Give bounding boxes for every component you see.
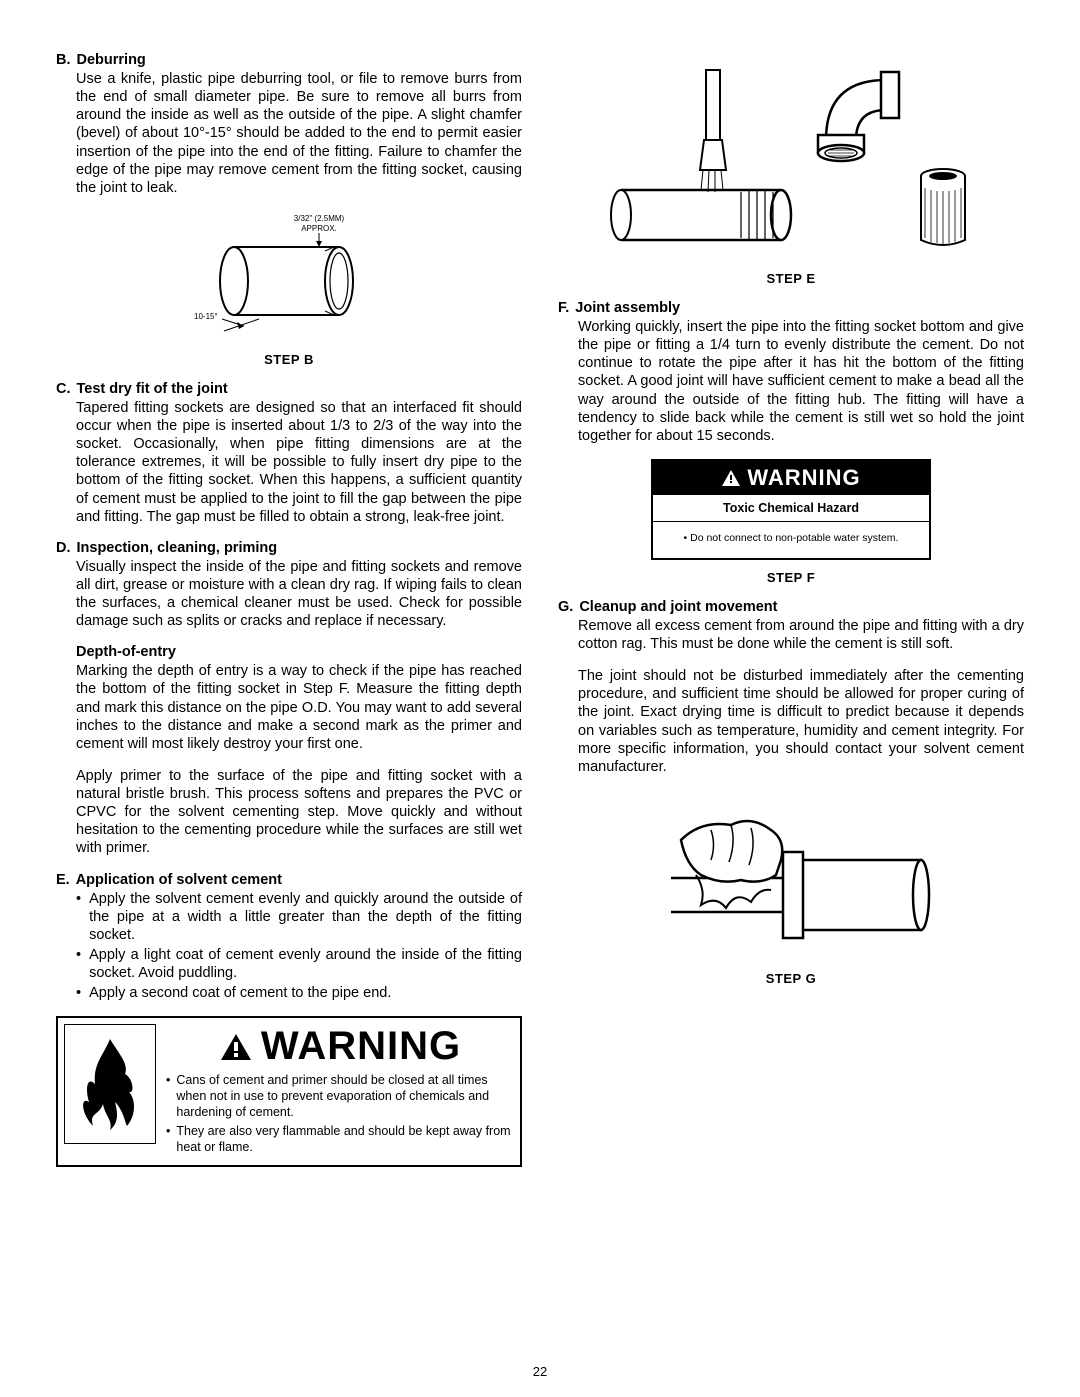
bullet-dot-icon: • [76,946,81,982]
section-c-heading: C. Test dry fit of the joint [56,381,522,397]
warning-small-header: WARNING [653,461,929,495]
section-title: Joint assembly [575,300,1024,316]
warning-flammable-box: WARNING •Cans of cement and primer shoul… [56,1016,522,1167]
section-b-text: Use a knife, plastic pipe deburring tool… [76,70,522,197]
bullet-dot-icon: • [166,1073,170,1120]
warning-small-title: WARNING [747,465,860,491]
section-g-p2: The joint should not be disturbed immedi… [578,667,1024,776]
bullet-item: •They are also very flammable and should… [166,1124,514,1155]
bullet-text: Apply a second coat of cement to the pip… [89,984,391,1002]
depth-p1: Marking the depth of entry is a way to c… [76,662,522,753]
bullet-text: Cans of cement and primer should be clos… [176,1073,514,1120]
figure-step-g: STEP G [558,790,1024,986]
warning-title: WARNING [261,1024,461,1069]
section-e-bullets: •Apply the solvent cement evenly and qui… [76,890,522,1003]
section-letter: E. [56,872,70,888]
page-container: B. Deburring Use a knife, plastic pipe d… [0,0,1080,1197]
section-b-heading: B. Deburring [56,52,522,68]
warning-content: WARNING •Cans of cement and primer shoul… [166,1024,514,1159]
warning-triangle-icon [721,469,741,487]
bullet-text: They are also very flammable and should … [176,1124,514,1155]
section-letter: F. [558,300,569,316]
step-f-label: STEP F [558,570,1024,585]
section-title: Inspection, cleaning, priming [77,540,523,556]
section-letter: G. [558,599,573,615]
section-title: Deburring [77,52,523,68]
left-column: B. Deburring Use a knife, plastic pipe d… [56,52,522,1167]
warning-small-body: • Do not connect to non-potable water sy… [653,522,929,558]
section-e-heading: E. Application of solvent cement [56,872,522,888]
section-letter: C. [56,381,71,397]
warning-toxic-box: WARNING Toxic Chemical Hazard • Do not c… [651,459,931,560]
section-d-text: Visually inspect the inside of the pipe … [76,558,522,631]
depth-heading: Depth-of-entry [76,644,522,660]
cement-application-diagram [601,60,981,260]
bullet-dot-icon: • [76,984,81,1002]
flame-icon-cell [64,1024,156,1144]
section-letter: B. [56,52,71,68]
depth-p2: Apply primer to the surface of the pipe … [76,767,522,858]
bullet-item: • Apply a second coat of cement to the pi… [76,984,522,1002]
bullet-item: •Cans of cement and primer should be clo… [166,1073,514,1120]
bullet-text: Apply the solvent cement evenly and quic… [89,890,522,944]
section-c-text: Tapered fitting sockets are designed so … [76,399,522,526]
bullet-item: •Apply a light coat of cement evenly aro… [76,946,522,982]
warning-triangle-icon [219,1032,253,1062]
bullet-text: Apply a light coat of cement evenly arou… [89,946,522,982]
flame-icon [75,1034,145,1134]
step-e-label: STEP E [558,271,1024,286]
pipe-chamfer-diagram: 3/32" (2.5MM) APPROX. 10-15° [184,211,394,341]
warning-small-bullet: Do not connect to non-potable water syst… [690,532,898,544]
warning-small-subtitle: Toxic Chemical Hazard [653,495,929,522]
section-f-heading: F. Joint assembly [558,300,1024,316]
section-d-heading: D. Inspection, cleaning, priming [56,540,522,556]
section-f-text: Working quickly, insert the pipe into th… [578,318,1024,445]
fig-b-top-caption2: APPROX. [301,224,337,233]
page-number: 22 [0,1364,1080,1379]
section-g-p1: Remove all excess cement from around the… [578,617,1024,653]
section-g-heading: G. Cleanup and joint movement [558,599,1024,615]
section-title: Application of solvent cement [76,872,522,888]
fig-b-angle-label: 10-15° [194,312,218,321]
warning-header: WARNING [166,1024,514,1069]
section-title: Test dry fit of the joint [77,381,523,397]
step-b-label: STEP B [56,352,522,367]
right-column: STEP E F. Joint assembly Working quickly… [558,52,1024,1167]
section-letter: D. [56,540,71,556]
bullet-dot-icon: • [76,890,81,944]
cleanup-diagram [641,790,941,960]
figure-step-b: 3/32" (2.5MM) APPROX. 10-15° STEP B [56,211,522,367]
figure-step-e: STEP E [558,60,1024,286]
section-title: Cleanup and joint movement [579,599,1024,615]
fig-b-top-caption: 3/32" (2.5MM) [294,214,345,223]
warning-bullets: •Cans of cement and primer should be clo… [166,1073,514,1155]
bullet-item: •Apply the solvent cement evenly and qui… [76,890,522,944]
step-g-label: STEP G [558,971,1024,986]
bullet-dot-icon: • [166,1124,170,1155]
